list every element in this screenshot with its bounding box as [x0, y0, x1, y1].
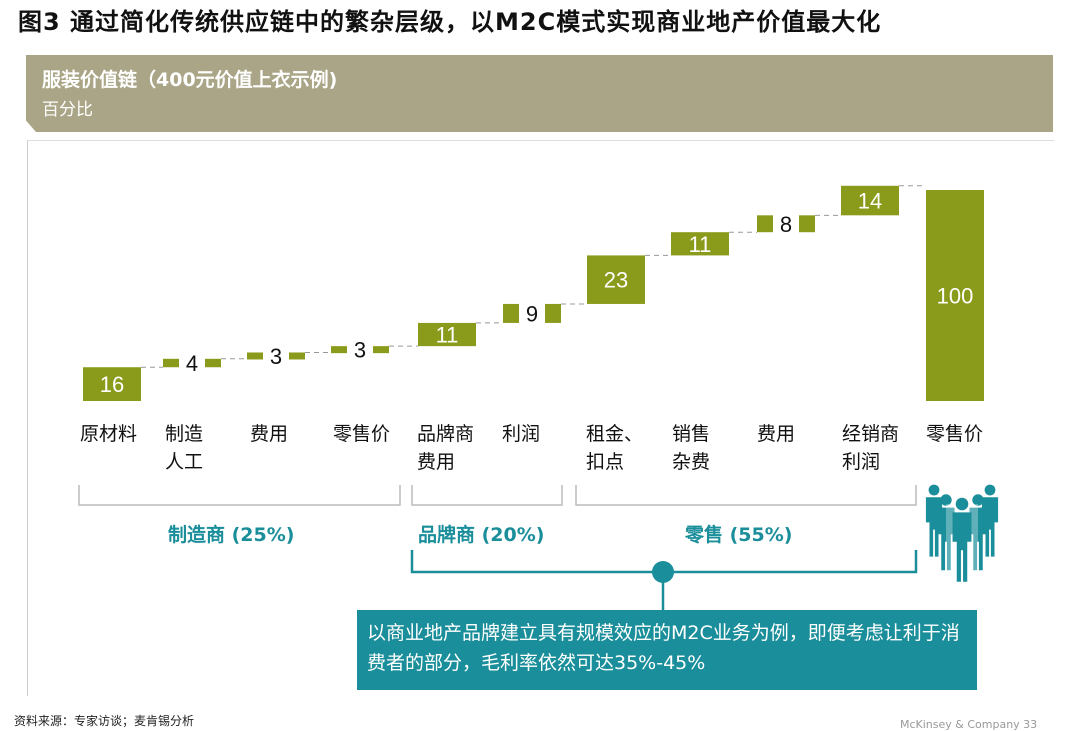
source-note: 资料来源：专家访谈；麦肯锡分析	[14, 714, 195, 728]
bar-6	[587, 255, 645, 304]
data-label: 3	[270, 344, 282, 369]
data-label: 8	[780, 212, 792, 237]
category-label: 经销商 利润	[842, 423, 900, 473]
chart-title: 服装价值链（400元价值上衣示例)	[42, 69, 338, 91]
people-icon	[955, 497, 969, 511]
group-label-brand: 品牌商 (20%)	[418, 524, 545, 546]
bar-7	[671, 232, 729, 256]
bar-9	[841, 185, 899, 216]
category-label: 品牌商 费用	[417, 423, 475, 473]
data-label: 3	[354, 338, 366, 363]
label-backdrop	[347, 338, 373, 361]
category-label: 零售价	[333, 423, 391, 445]
people-icon	[952, 512, 972, 582]
category-label: 租金、 扣点	[586, 423, 644, 473]
bar-10	[926, 190, 984, 401]
label-backdrop	[519, 302, 545, 325]
category-label: 制造 人工	[165, 423, 204, 473]
people-icon	[937, 507, 955, 571]
data-label: 11	[436, 323, 459, 348]
callout-dot	[652, 561, 674, 583]
data-label: 100	[937, 284, 974, 309]
data-label: 16	[100, 372, 124, 397]
callout-box: 以商业地产品牌建立具有规模效应的M2C业务为例，即便考虑让利于消费者的部分，毛利…	[357, 610, 977, 690]
category-label: 销售 杂费	[672, 423, 711, 473]
data-label: 23	[604, 268, 628, 293]
figure-title: 图3 通过简化传统供应链中的繁杂层级，以M2C模式实现商业地产价值最大化	[18, 8, 882, 36]
chart-unit: 百分比	[42, 100, 93, 120]
bracket-retail	[575, 485, 917, 506]
group-label-retail: 零售 (55%)	[685, 524, 793, 546]
bracket-brand	[411, 485, 563, 506]
category-label: 利润	[502, 423, 541, 445]
chart-header-banner: 服装价值链（400元价值上衣示例) 百分比	[26, 55, 1053, 132]
label-backdrop	[263, 344, 289, 367]
bar-4	[418, 322, 476, 347]
bar-0	[83, 367, 141, 401]
data-label: 11	[689, 232, 712, 257]
label-backdrop	[773, 212, 799, 235]
data-label: 9	[526, 301, 538, 326]
people-icon	[969, 507, 987, 571]
category-label: 费用	[250, 423, 289, 445]
people-icon	[940, 494, 952, 506]
category-label: 原材料	[80, 423, 138, 445]
category-label: 零售价	[926, 423, 984, 445]
people-icon	[972, 494, 984, 506]
people-icon	[984, 484, 996, 496]
people-icon	[928, 484, 940, 496]
chart-panel	[27, 140, 1054, 696]
group-label-manufacturer: 制造商 (25%)	[168, 524, 295, 546]
category-label: 费用	[757, 423, 796, 445]
data-label: 14	[858, 189, 882, 214]
data-label: 4	[186, 351, 198, 376]
bracket-manufacturer	[78, 485, 401, 506]
footer-brand: McKinsey & Company 33	[900, 718, 1038, 731]
label-backdrop	[179, 352, 205, 375]
